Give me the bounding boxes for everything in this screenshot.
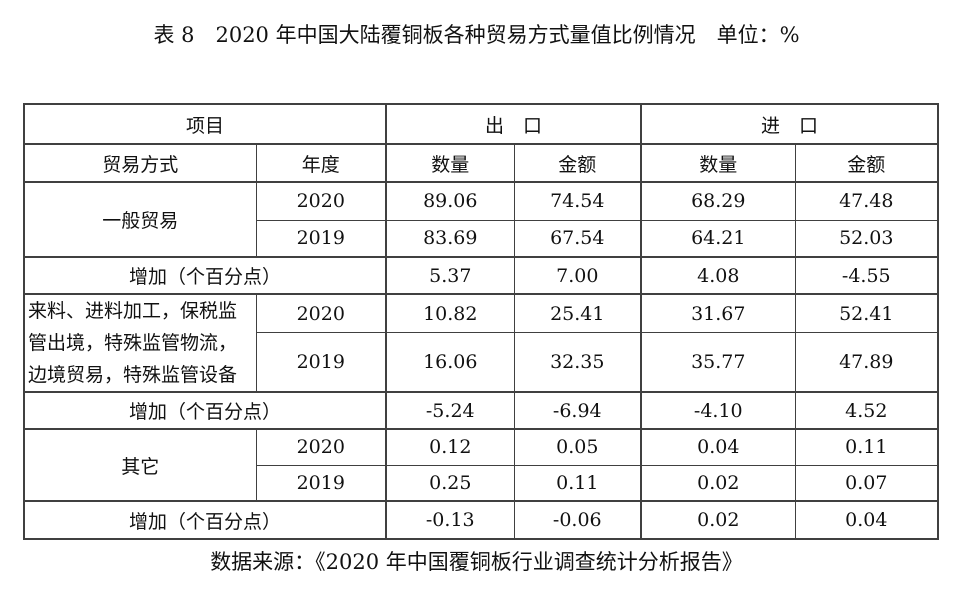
value-cell: -4.55 bbox=[794, 256, 939, 295]
trade-mode-cell: 来料、进料加工，保税监管出境，特殊监管物流，边境贸易，特殊监管设备 bbox=[23, 293, 257, 393]
value-cell: 32.35 bbox=[513, 332, 642, 393]
value-cell: 0.25 bbox=[385, 464, 515, 502]
value-cell: 68.29 bbox=[640, 181, 796, 221]
table-title: 表 8 2020 年中国大陆覆铜板各种贸易方式量值比例情况 单位：% bbox=[153, 23, 800, 47]
header-export: 出 口 bbox=[385, 103, 642, 145]
table-row: 其它 2020 0.12 0.05 0.04 0.11 bbox=[23, 428, 939, 502]
increase-row: 增加（个百分点） -5.24 -6.94 -4.10 4.52 bbox=[23, 391, 939, 430]
value-cell: 89.06 bbox=[385, 181, 515, 221]
value-cell: 0.05 bbox=[513, 428, 642, 466]
value-cell: 16.06 bbox=[385, 332, 515, 393]
data-source: 数据来源：《2020 年中国覆铜板行业调查统计分析报告》 bbox=[210, 550, 743, 574]
table-row: 2019 0.25 0.11 0.02 0.07 bbox=[24, 464, 939, 502]
value-cell: 4.08 bbox=[640, 256, 796, 295]
value-cell: 52.41 bbox=[794, 293, 939, 334]
header-row-sections: 项目 出 口 进 口 bbox=[23, 103, 939, 145]
table-row: 2019 16.06 32.35 35.77 47.89 bbox=[24, 332, 939, 393]
trade-mode-cell: 其它 bbox=[23, 428, 257, 502]
value-cell: -4.10 bbox=[640, 391, 796, 430]
increase-label-cell: 增加（个百分点） bbox=[23, 256, 387, 295]
year-cell: 2019 bbox=[255, 219, 387, 258]
year-cell: 2020 bbox=[255, 428, 387, 466]
value-cell: 47.89 bbox=[794, 332, 939, 393]
value-cell: -0.13 bbox=[385, 500, 515, 540]
value-cell: -6.94 bbox=[513, 391, 642, 430]
value-cell: 0.04 bbox=[640, 428, 796, 466]
header-import-qty: 数量 bbox=[640, 143, 796, 183]
table-row: 来料、进料加工，保税监管出境，特殊监管物流，边境贸易，特殊监管设备 2020 1… bbox=[23, 293, 939, 393]
increase-label-cell: 增加（个百分点） bbox=[23, 500, 387, 540]
table-row: 2019 83.69 67.54 64.21 52.03 bbox=[24, 219, 939, 258]
value-cell: 52.03 bbox=[794, 219, 939, 258]
value-cell: 35.77 bbox=[640, 332, 796, 393]
value-cell: 0.02 bbox=[640, 500, 796, 540]
header-year: 年度 bbox=[255, 143, 387, 183]
trade-mode-table: 项目 出 口 进 口 贸易方式 年度 数量 金额 数量 金额 一般贸易 2020… bbox=[23, 103, 940, 540]
year-cell: 2020 bbox=[255, 181, 387, 221]
value-cell: 0.11 bbox=[794, 428, 939, 466]
year-cell: 2019 bbox=[255, 464, 387, 502]
value-cell: 64.21 bbox=[640, 219, 796, 258]
header-row-columns: 贸易方式 年度 数量 金额 数量 金额 bbox=[23, 143, 939, 183]
header-import: 进 口 bbox=[640, 103, 939, 145]
value-cell: 0.04 bbox=[794, 500, 939, 540]
value-cell: 5.37 bbox=[385, 256, 515, 295]
year-cell: 2019 bbox=[255, 332, 387, 393]
value-cell: -5.24 bbox=[385, 391, 515, 430]
header-project: 项目 bbox=[23, 103, 387, 145]
table-row: 一般贸易 2020 89.06 74.54 68.29 47.48 bbox=[23, 181, 939, 258]
value-cell: 25.41 bbox=[513, 293, 642, 334]
header-trade-mode: 贸易方式 bbox=[23, 143, 257, 183]
value-cell: 0.02 bbox=[640, 464, 796, 502]
value-cell: 7.00 bbox=[513, 256, 642, 295]
header-import-value: 金额 bbox=[794, 143, 939, 183]
value-cell: 74.54 bbox=[513, 181, 642, 221]
value-cell: -0.06 bbox=[513, 500, 642, 540]
value-cell: 31.67 bbox=[640, 293, 796, 334]
year-cell: 2020 bbox=[255, 293, 387, 334]
value-cell: 0.11 bbox=[513, 464, 642, 502]
value-cell: 47.48 bbox=[794, 181, 939, 221]
value-cell: 10.82 bbox=[385, 293, 515, 334]
value-cell: 67.54 bbox=[513, 219, 642, 258]
increase-row: 增加（个百分点） 5.37 7.00 4.08 -4.55 bbox=[23, 256, 939, 295]
trade-mode-cell: 一般贸易 bbox=[23, 181, 257, 258]
value-cell: 4.52 bbox=[794, 391, 939, 430]
header-export-value: 金额 bbox=[513, 143, 642, 183]
increase-label-cell: 增加（个百分点） bbox=[23, 391, 387, 430]
increase-row: 增加（个百分点） -0.13 -0.06 0.02 0.04 bbox=[23, 500, 939, 540]
value-cell: 0.07 bbox=[794, 464, 939, 502]
value-cell: 83.69 bbox=[385, 219, 515, 258]
header-export-qty: 数量 bbox=[385, 143, 515, 183]
value-cell: 0.12 bbox=[385, 428, 515, 466]
